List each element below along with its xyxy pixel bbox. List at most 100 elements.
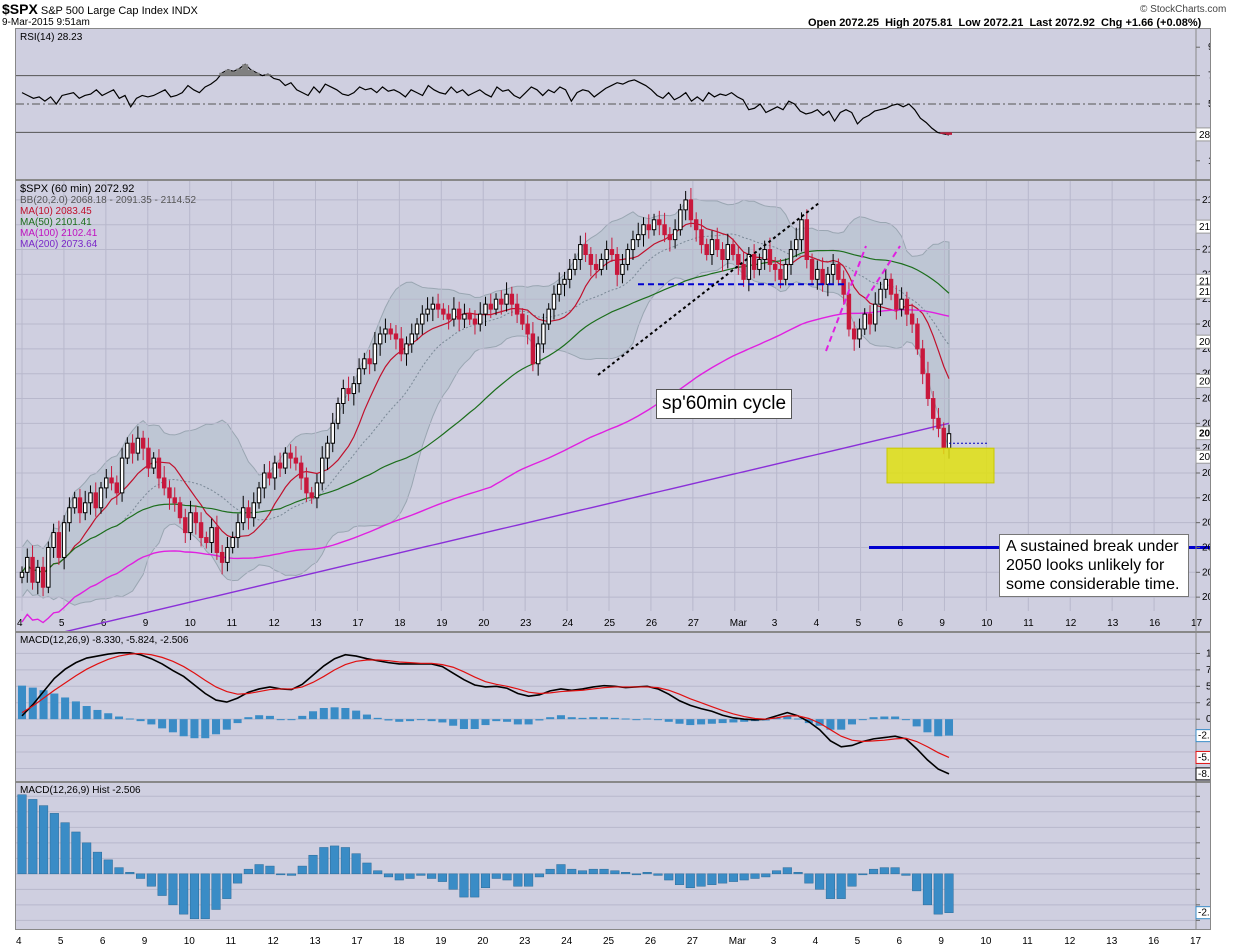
value-tag: [1195, 373, 1210, 388]
x-tick-label: 9: [938, 936, 944, 947]
x-tick-label: 9: [142, 936, 148, 947]
x-tick-label: 3: [771, 936, 777, 947]
x-tick-label: 20: [478, 618, 490, 629]
x-tick-label: 5: [58, 936, 64, 947]
macd-hist-bar: [567, 717, 576, 720]
rsi-panel: 103050709028.23 RSI(14) 28.23: [15, 28, 1211, 180]
candle: [167, 487, 172, 499]
candle: [809, 258, 815, 280]
macd-hist-bar: [546, 717, 555, 720]
ma50-legend: MA(50) 2101.41: [20, 217, 92, 228]
index-name: S&P 500 Large Cap Index: [40, 5, 169, 17]
candle: [593, 263, 599, 270]
candle: [846, 293, 852, 330]
macd-hist-bar: [653, 719, 662, 721]
candle: [899, 298, 904, 310]
candle: [746, 254, 752, 280]
macd-hist-bar: [729, 719, 738, 723]
candle: [857, 328, 862, 340]
macd-hist-bar: [686, 719, 695, 726]
value-tag: [1195, 273, 1210, 288]
macd-hist-bar: [794, 718, 803, 720]
candle: [367, 358, 372, 365]
channel-line-2: [865, 245, 901, 300]
candle: [720, 249, 725, 260]
y-tick-label: 2040: [1202, 592, 1210, 603]
candle: [77, 497, 83, 514]
x-tick-label: 10: [184, 936, 196, 947]
candle: [941, 427, 946, 449]
candle: [130, 442, 135, 454]
x-tick-label: 6: [100, 936, 106, 947]
hist-bar: [890, 867, 900, 875]
candle: [672, 229, 678, 241]
candle: [456, 308, 462, 320]
macd-hist-bar: [858, 719, 867, 721]
macd-hist-bar: [438, 719, 447, 723]
hist-bar: [427, 873, 437, 879]
hist-bar: [707, 873, 717, 885]
x-tick-label: 4: [16, 936, 22, 947]
value-tag: [1195, 219, 1210, 234]
macd-hist-bar: [362, 714, 371, 720]
candle: [678, 209, 683, 231]
ma200-legend: MA(200) 2073.64: [20, 239, 98, 250]
x-tick-label: 5: [59, 618, 65, 629]
hist-bar: [297, 865, 307, 875]
candle: [504, 293, 509, 305]
candle: [230, 537, 235, 548]
candle: [862, 313, 867, 330]
candle: [551, 293, 557, 310]
candle: [709, 239, 715, 256]
rsi-line: [21, 63, 950, 136]
candle: [873, 303, 878, 325]
hist-bar: [189, 873, 200, 920]
candle: [751, 254, 757, 270]
candle: [430, 303, 436, 310]
candle: [472, 318, 478, 325]
candle: [298, 462, 304, 479]
hist-bar: [739, 873, 749, 881]
macd-hist-bar: [319, 707, 328, 720]
highlight-zone: [886, 447, 995, 484]
hist-bar: [933, 873, 943, 915]
candle: [198, 522, 204, 539]
candle: [930, 398, 936, 419]
candle: [920, 348, 925, 375]
bb-legend: BB(20,2.0) 2068.18 - 2091.35 - 2114.52: [20, 195, 197, 206]
candle: [936, 417, 941, 429]
x-tick-label: 11: [1022, 936, 1033, 947]
rsi-oversold-fill: [940, 132, 952, 135]
value-tag-label: -5.824: [1198, 752, 1210, 763]
candle: [614, 254, 620, 275]
macd-hist-bar: [578, 717, 587, 720]
hist-bar: [771, 870, 782, 875]
candle: [267, 472, 272, 479]
x-tick-label: 4: [813, 936, 819, 947]
x-tick-label: 18: [394, 618, 406, 629]
candle: [377, 333, 383, 345]
ma200-line: [64, 422, 950, 631]
x-tick-label: 13: [1106, 936, 1118, 947]
macd-hist-bar: [869, 717, 878, 720]
macd-hist-bar: [244, 717, 253, 720]
candle: [820, 268, 825, 285]
candle: [535, 343, 541, 365]
candle: [583, 244, 588, 256]
x-tick-label: 13: [311, 618, 323, 629]
candle: [546, 308, 551, 325]
candle: [362, 358, 367, 370]
x-tick-label: 25: [604, 618, 616, 629]
y-tick-label: 2045: [1202, 567, 1210, 578]
y-tick-label: 7.5: [1206, 665, 1210, 676]
candle: [867, 313, 873, 325]
hist-bar: [211, 873, 221, 910]
x-tick-label: 23: [520, 618, 532, 629]
hist-bar: [901, 873, 911, 876]
x-tick-label: 23: [519, 936, 531, 947]
hist-bar: [588, 868, 598, 875]
value-tag-label: 2083.45: [1199, 376, 1210, 387]
macd-line: [21, 651, 950, 775]
hist-bar: [847, 873, 857, 887]
candle: [188, 512, 193, 534]
